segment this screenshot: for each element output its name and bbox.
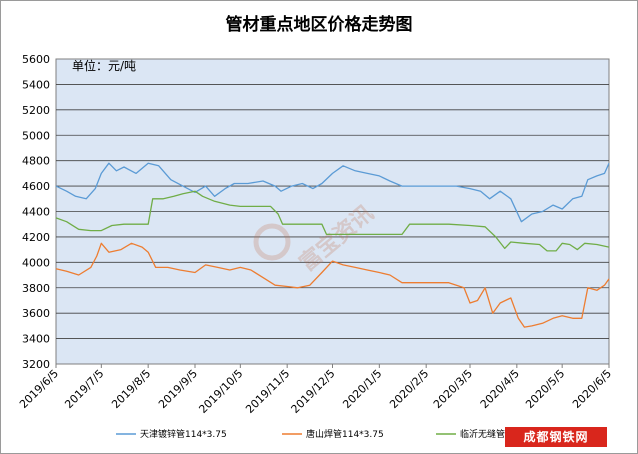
legend: 天津镀锌管114*3.75 唐山焊管114*3.75 临沂无缝管 [116, 428, 505, 440]
x-tick-label: 2020/5/5 [523, 367, 567, 411]
x-tick-label: 2019/8/5 [109, 367, 153, 411]
x-tick-label: 2019/10/5 [196, 367, 245, 416]
series-line-2 [55, 242, 610, 328]
y-tick-label: 4400 [22, 206, 50, 219]
y-tick-label: 4800 [22, 155, 50, 168]
legend-label: 临沂无缝管 [460, 428, 505, 440]
y-tick-label: 4600 [22, 180, 50, 193]
series-line-3 [55, 190, 610, 252]
x-tick-label: 2019/11/5 [243, 367, 292, 416]
y-tick-label: 5000 [22, 129, 50, 142]
unit-label: 单位：元/吨 [72, 58, 136, 73]
y-tick-label: 4000 [22, 256, 50, 269]
y-tick-label: 3200 [22, 358, 50, 371]
series-line-1 [55, 162, 610, 223]
y-tick-label: 3800 [22, 282, 50, 295]
x-tick-label: 2020/3/5 [431, 367, 475, 411]
y-tick-label: 5200 [22, 104, 50, 117]
chart-title: 管材重点地区价格走势图 [225, 15, 413, 35]
series-layer [55, 162, 610, 328]
x-tick-label: 2019/9/5 [156, 367, 200, 411]
x-tick-label: 2020/2/5 [387, 367, 431, 411]
x-tick-label: 2019/12/5 [289, 367, 338, 416]
y-tick-label: 4200 [22, 231, 50, 244]
y-tick-label: 3400 [22, 333, 50, 346]
x-tick-label: 2019/7/5 [62, 367, 106, 411]
x-tick-label: 2020/6/5 [570, 367, 614, 411]
site-badge: 成都钢铁网 [505, 427, 607, 447]
legend-label: 天津镀锌管114*3.75 [140, 428, 227, 440]
y-tick-label: 3600 [22, 307, 50, 320]
x-tick-label: 2020/4/5 [478, 367, 522, 411]
x-tick-label: 2019/6/5 [17, 367, 61, 411]
y-tick-label: 5400 [22, 78, 50, 91]
grid-lines [56, 84, 609, 339]
x-tick-label: 2020/1/5 [340, 367, 384, 411]
y-tick-label: 5600 [22, 53, 50, 66]
legend-label: 唐山焊管114*3.75 [306, 428, 384, 440]
x-axis: 2019/6/5 2019/7/5 2019/8/5 2019/9/52019/10/… [17, 364, 614, 416]
y-axis: 3200 3400 3600 3800 4000 4200 4400 4600 4800 5000… [22, 53, 50, 371]
